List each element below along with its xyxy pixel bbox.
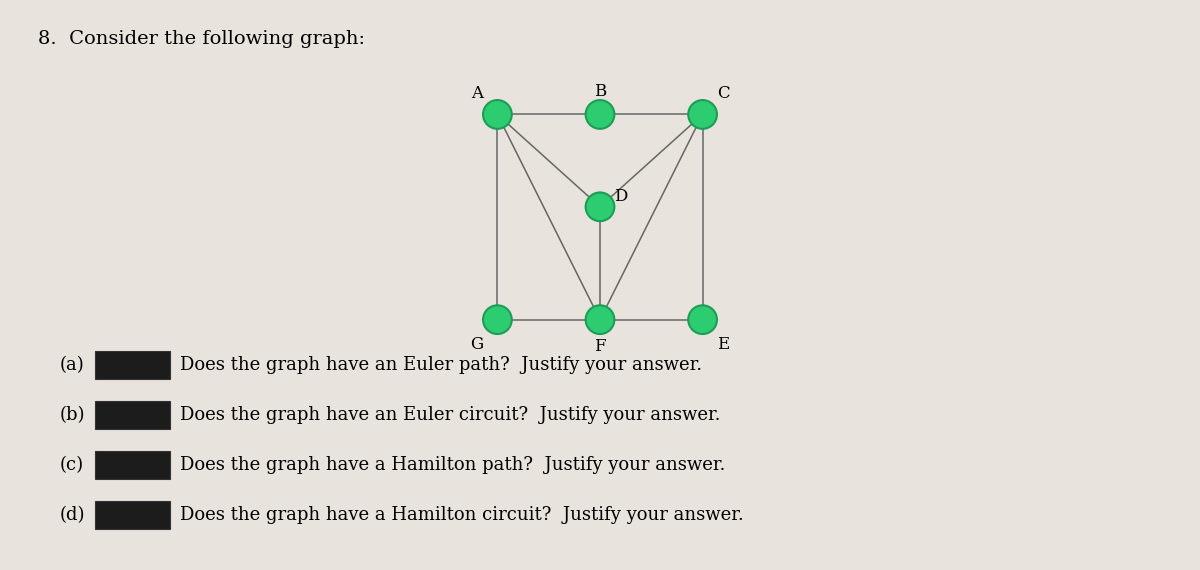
Text: D: D (614, 188, 628, 205)
Bar (95, 401, 170, 429)
Text: (c): (c) (60, 456, 84, 474)
Text: B: B (594, 83, 606, 100)
Circle shape (484, 306, 511, 334)
Text: (d): (d) (60, 506, 85, 524)
Circle shape (689, 306, 716, 334)
Text: Does the graph have a Hamilton path?  Justify your answer.: Does the graph have a Hamilton path? Jus… (180, 456, 725, 474)
Text: A: A (470, 86, 482, 103)
Bar (95, 501, 170, 529)
Circle shape (586, 193, 614, 221)
Text: (b): (b) (60, 406, 85, 424)
Circle shape (484, 100, 511, 129)
Bar (95, 351, 170, 379)
Text: Does the graph have an Euler circuit?  Justify your answer.: Does the graph have an Euler circuit? Ju… (180, 406, 720, 424)
Circle shape (586, 306, 614, 334)
Text: Does the graph have an Euler path?  Justify your answer.: Does the graph have an Euler path? Justi… (180, 356, 702, 374)
Circle shape (689, 100, 716, 129)
Text: Does the graph have a Hamilton circuit?  Justify your answer.: Does the graph have a Hamilton circuit? … (180, 506, 744, 524)
Text: 8.  Consider the following graph:: 8. Consider the following graph: (38, 30, 365, 48)
Text: (a): (a) (60, 356, 85, 374)
Bar (95, 451, 170, 479)
Circle shape (586, 100, 614, 129)
Text: G: G (470, 336, 484, 353)
Text: F: F (594, 338, 606, 355)
Text: E: E (716, 336, 730, 353)
Text: C: C (716, 86, 730, 103)
